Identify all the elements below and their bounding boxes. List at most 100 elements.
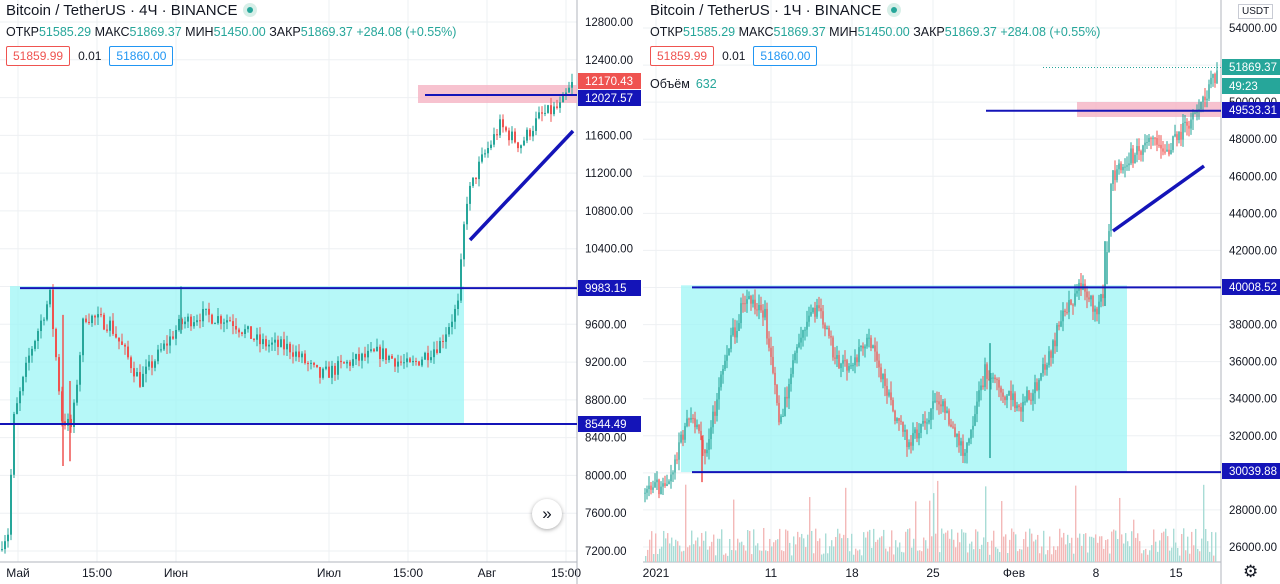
volume-bar (707, 549, 709, 562)
candle-body (882, 373, 884, 380)
volume-bar (799, 537, 801, 562)
candle-body (127, 346, 129, 358)
candle-body (1118, 163, 1120, 170)
scroll-to-realtime-button[interactable]: » (532, 499, 562, 529)
y-tick-label: 7600.00 (585, 508, 627, 520)
volume-bar (805, 547, 807, 562)
price-axis-label (578, 73, 641, 89)
candle-body (872, 345, 874, 348)
volume-bar (1015, 534, 1017, 562)
candle-body (184, 321, 186, 325)
candle-body (674, 459, 676, 473)
volume-bar (671, 537, 673, 562)
volume-bar (959, 542, 961, 562)
x-tick-label: 25 (926, 566, 940, 580)
candle-body (718, 387, 720, 400)
volume-bar (657, 553, 659, 562)
candle-body (1190, 119, 1192, 129)
volume-bar (1183, 528, 1185, 562)
volume-bar (751, 554, 753, 562)
candle-body (1114, 170, 1116, 181)
candle-body (1038, 379, 1040, 391)
volume-bar (1209, 551, 1211, 562)
volume-bar (755, 545, 757, 562)
candle-body (954, 427, 956, 437)
candle-body (960, 441, 962, 446)
volume-bar (653, 553, 655, 562)
candle-body (1022, 401, 1024, 412)
buy-price-button[interactable]: 51860.00 (753, 46, 818, 66)
volume-bar (929, 500, 931, 562)
x-tick-label: 15:00 (82, 566, 112, 580)
candle-body (922, 420, 924, 424)
volume-bar (995, 547, 997, 562)
candle-body (980, 385, 982, 391)
volume-bar (741, 541, 743, 562)
volume-bar (693, 544, 695, 562)
volume-bar (933, 493, 935, 562)
volume-bar (1131, 531, 1133, 562)
x-tick-label: 8 (1093, 566, 1100, 580)
candle-body (1130, 148, 1132, 164)
candle-body (1138, 146, 1140, 152)
sell-price-button[interactable]: 51859.99 (6, 46, 71, 66)
candle-body (1030, 399, 1032, 401)
sell-price-button[interactable]: 51859.99 (650, 46, 715, 66)
volume-bar (1045, 554, 1047, 562)
candle-body (511, 131, 513, 141)
candle-body (190, 316, 192, 327)
candle-body (568, 87, 570, 93)
candle-body (370, 349, 372, 351)
volume-bar (1173, 528, 1175, 562)
volume-bar (817, 541, 819, 562)
volume-bar (1179, 555, 1181, 562)
volume-bar (907, 529, 909, 562)
buy-price-button[interactable]: 51860.00 (109, 46, 174, 66)
volume-bar (969, 543, 971, 562)
candle-body (726, 355, 728, 361)
volume-bar (795, 544, 797, 562)
candle-body (870, 337, 872, 348)
volume-bar (979, 548, 981, 562)
volume-bar (1057, 546, 1059, 562)
volume-bar (1141, 553, 1143, 562)
volume-bar (1105, 540, 1107, 562)
candle-body (856, 357, 858, 363)
candle-body (151, 361, 153, 368)
candle-body (94, 315, 96, 318)
candle-body (442, 341, 444, 343)
candle-body (241, 332, 243, 334)
candle-body (175, 329, 177, 339)
volume-bar (915, 501, 917, 562)
candle-body (990, 377, 992, 379)
candle-body (1112, 170, 1114, 185)
candle-body (896, 418, 898, 421)
candle-body (910, 442, 912, 446)
candle-body (373, 349, 375, 352)
candle-body (894, 410, 896, 421)
y-tick-label: 12400.00 (585, 55, 633, 67)
candle-body (1134, 154, 1136, 164)
volume-bar (1103, 548, 1105, 562)
volume-bar (1109, 553, 1111, 562)
gear-icon[interactable]: ⚙ (1243, 562, 1259, 581)
candle-body (79, 355, 81, 385)
candle-body (832, 337, 834, 358)
volume-bar (1073, 553, 1075, 562)
candle-body (85, 318, 87, 322)
volume-bar (841, 538, 843, 562)
candle-body (982, 385, 984, 388)
candle-body (1116, 169, 1118, 181)
volume-bar (1051, 554, 1053, 562)
candle-body (732, 327, 734, 336)
volume-bar (925, 540, 927, 562)
volume-bar (845, 487, 847, 562)
y-tick-label: 48000.00 (1229, 134, 1277, 146)
volume-bar (881, 536, 883, 562)
currency-badge[interactable]: USDT (1238, 4, 1274, 19)
candle-body (361, 353, 363, 361)
volume-bar (1153, 529, 1155, 562)
candle-body (792, 360, 794, 374)
candle-body (496, 134, 498, 136)
